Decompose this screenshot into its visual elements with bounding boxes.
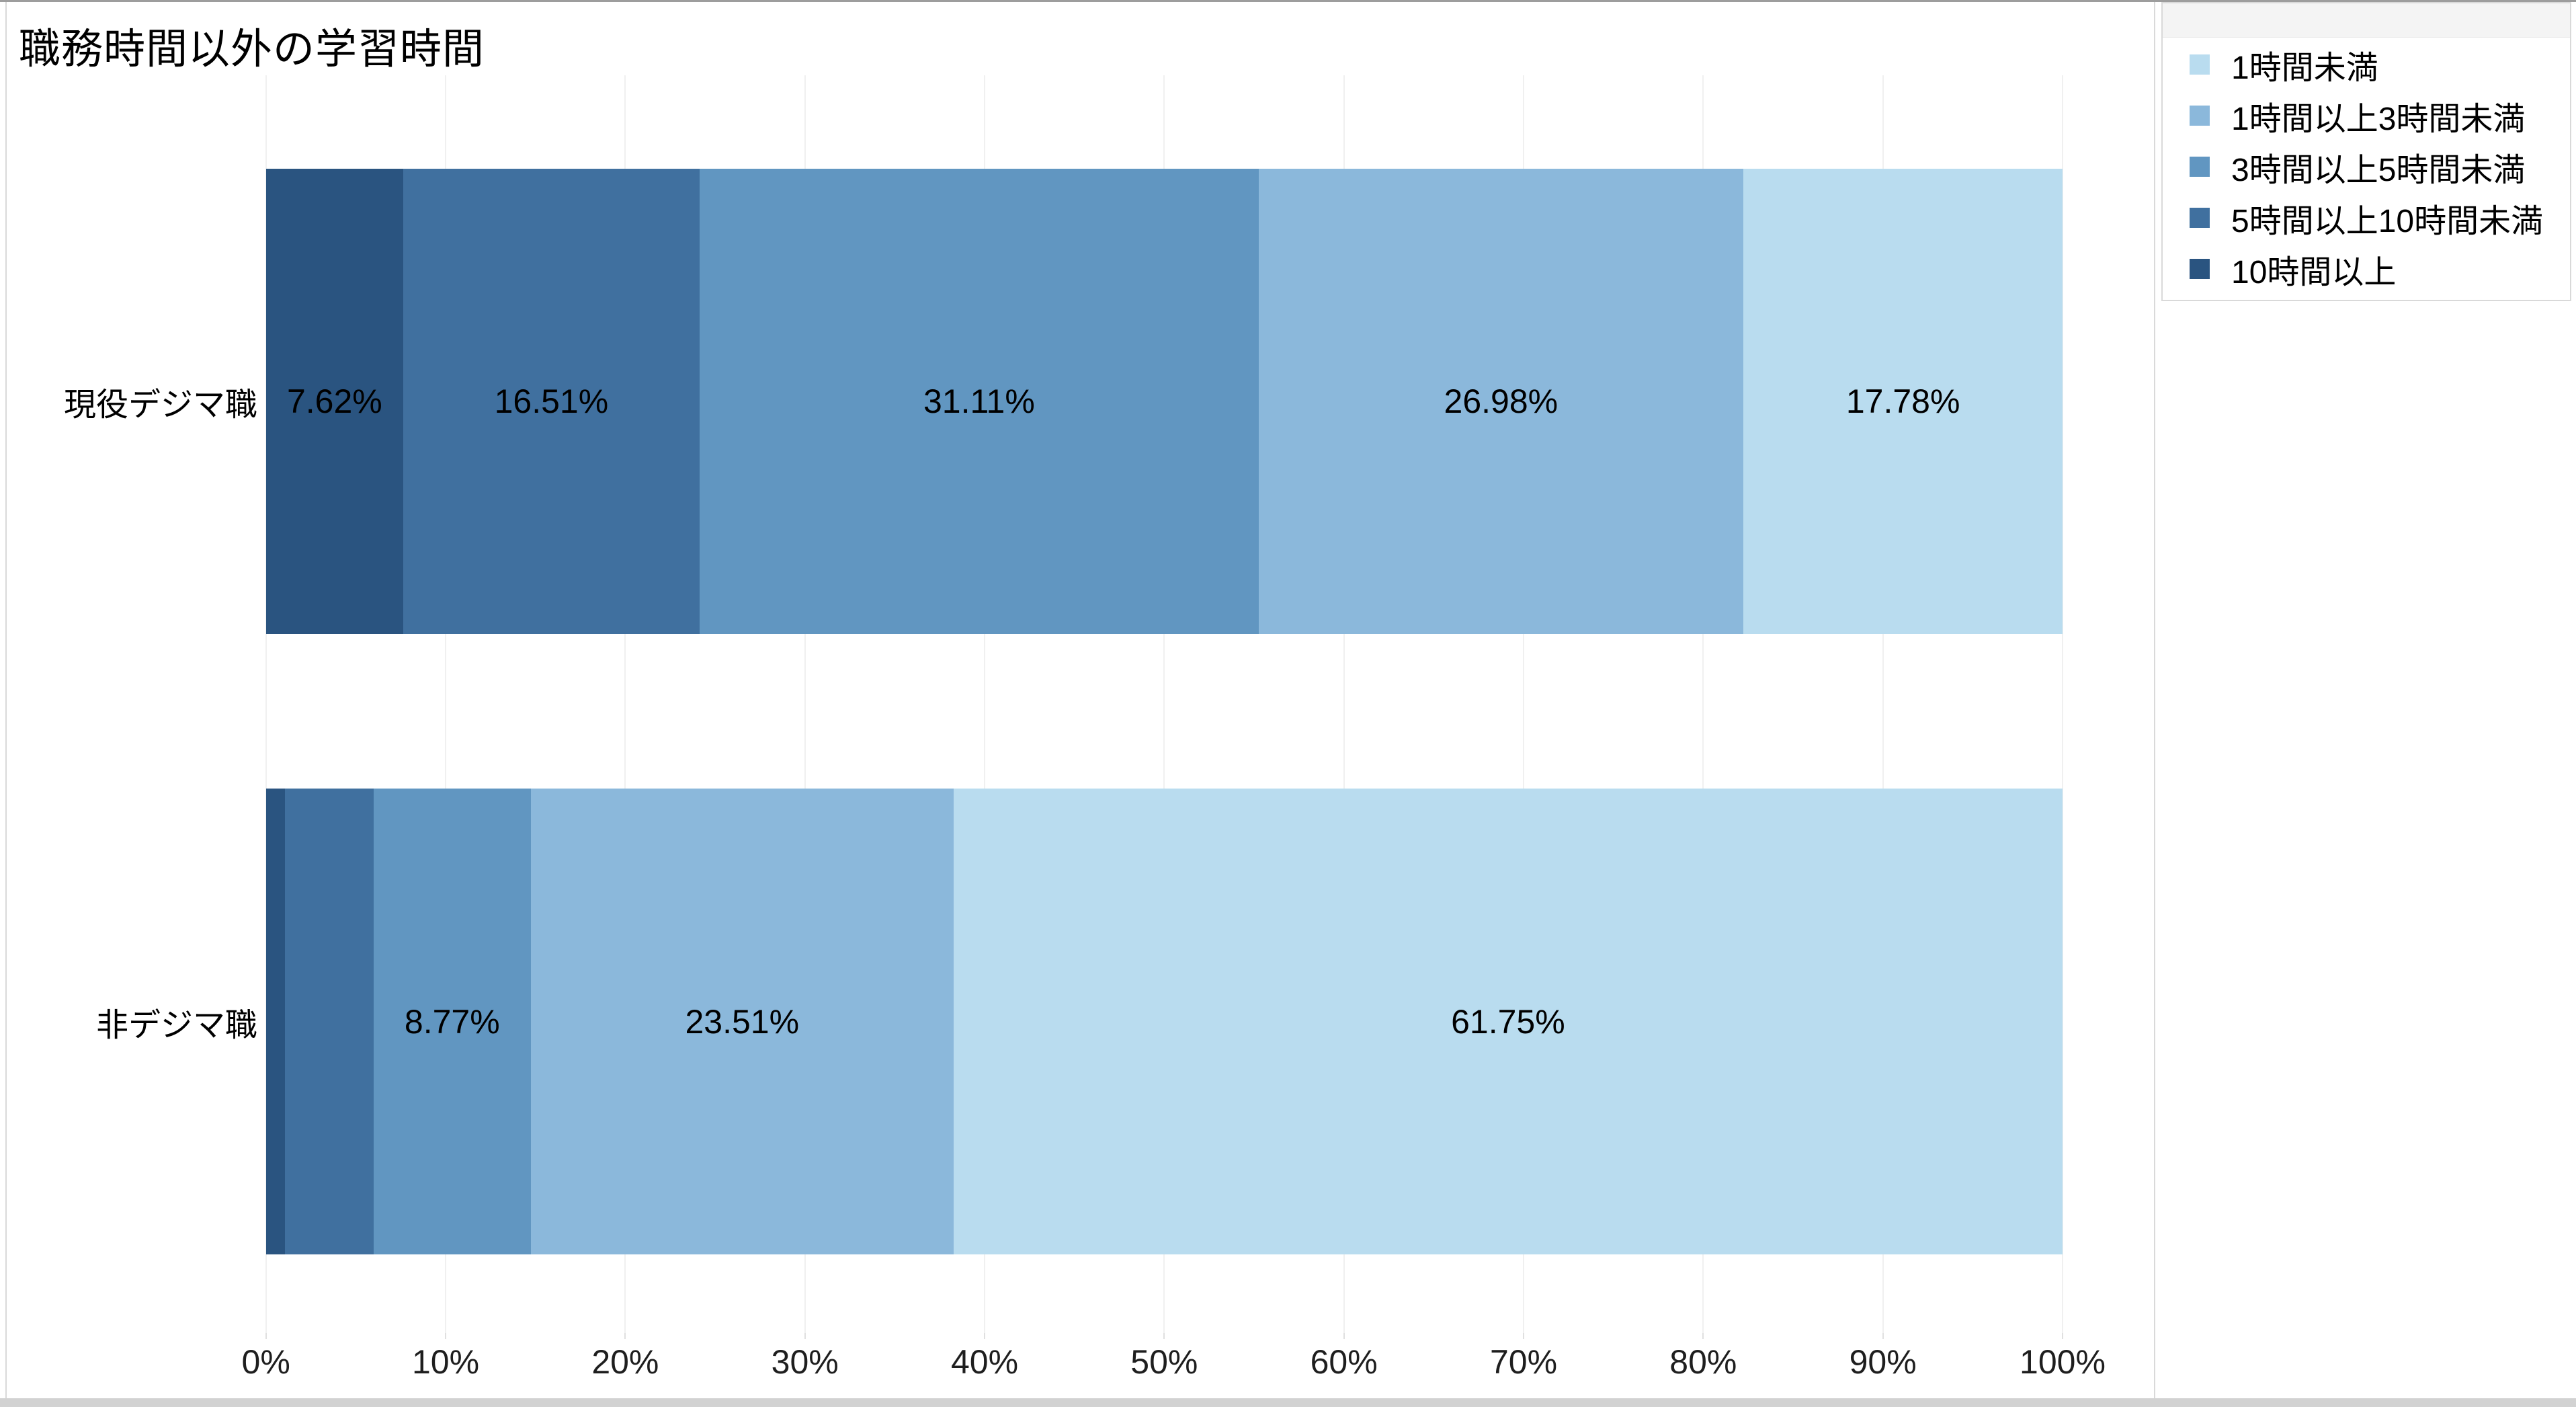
value-label: 16.51% <box>494 383 609 420</box>
legend-swatch-icon <box>2190 54 2210 75</box>
legend-item-1時間以上3時間未満[interactable]: 1時間以上3時間未満 <box>2163 90 2570 141</box>
x-tickmark-20% <box>624 1333 626 1339</box>
bar-row-2: 8.77% 23.51% 61.75% <box>266 789 2063 1254</box>
bar-segment-5時間以上10時間未満[interactable] <box>403 169 700 634</box>
chart-card-right-border <box>2154 2 2155 1398</box>
x-tickmark-30% <box>804 1333 806 1339</box>
value-label: 23.51% <box>685 1002 800 1041</box>
horizontal-scrollbar-track[interactable] <box>0 1398 2576 1407</box>
legend-label: 1時間以上3時間未満 <box>2231 102 2526 137</box>
bar-segment-3時間以上5時間未満[interactable] <box>700 169 1259 634</box>
window-top-border <box>0 0 2576 2</box>
chart-card-left-border <box>5 2 7 1398</box>
bar-segment-10時間以上[interactable] <box>266 789 286 1254</box>
x-tickmark-100% <box>2062 1333 2063 1339</box>
x-tickmark-80% <box>1702 1333 1704 1339</box>
gridline-50% <box>1163 75 1165 1333</box>
legend-swatch-icon <box>2190 106 2210 126</box>
legend-card: 1時間未満 1時間以上3時間未満 3時間以上5時間未満 5時間以上10時間未満 10時間… <box>2161 2 2571 301</box>
bar-segment-3時間以上5時間未満[interactable] <box>373 789 532 1254</box>
x-tick-label-10%: 10% <box>411 1343 480 1381</box>
legend-item-3時間以上5時間未満[interactable]: 3時間以上5時間未満 <box>2163 141 2570 192</box>
legend-items: 1時間未満 1時間以上3時間未満 3時間以上5時間未満 5時間以上10時間未満 10時間… <box>2163 39 2570 294</box>
x-tick-label-80%: 80% <box>1669 1343 1737 1381</box>
gridline-80% <box>1702 75 1704 1333</box>
gridline-60% <box>1343 75 1345 1333</box>
legend-item-1時間未満[interactable]: 1時間未満 <box>2163 39 2570 90</box>
legend-label: 10時間以上 <box>2231 255 2397 290</box>
x-tick-label-90%: 90% <box>1849 1343 1917 1381</box>
gridline-10% <box>445 75 447 1333</box>
legend-item-5時間以上10時間未満[interactable]: 5時間以上10時間未満 <box>2163 192 2570 243</box>
x-tick-label-50%: 50% <box>1130 1343 1198 1381</box>
bar-segment-1時間未満[interactable] <box>953 789 2063 1254</box>
legend-swatch-icon <box>2190 157 2210 177</box>
x-tickmark-10% <box>445 1333 447 1339</box>
gridline-40% <box>984 75 986 1333</box>
gridline-30% <box>804 75 806 1333</box>
bar-segment-1時間以上3時間未満[interactable] <box>1258 169 1743 634</box>
legend-swatch-icon <box>2190 259 2210 279</box>
x-tick-label-100%: 100% <box>2020 1343 2106 1381</box>
x-tickmark-50% <box>1163 1333 1165 1339</box>
gridline-70% <box>1523 75 1524 1333</box>
category-label-現役デジマ職[interactable]: 現役デジマ職 <box>63 387 257 423</box>
x-tick-label-30%: 30% <box>771 1343 839 1381</box>
x-tickmark-60% <box>1343 1333 1345 1339</box>
legend-label: 3時間以上5時間未満 <box>2231 153 2526 188</box>
legend-label: 5時間以上10時間未満 <box>2231 204 2544 239</box>
x-tickmark-40% <box>984 1333 986 1339</box>
value-label: 31.11% <box>923 383 1035 420</box>
gridline-20% <box>624 75 626 1333</box>
value-label: 8.77% <box>404 1002 500 1041</box>
legend-item-10時間以上[interactable]: 10時間以上 <box>2163 243 2570 294</box>
x-tickmark-70% <box>1523 1333 1524 1339</box>
x-tick-label-70%: 70% <box>1489 1343 1558 1381</box>
value-label: 7.62% <box>286 383 382 420</box>
legend-header <box>2163 3 2570 38</box>
bar-row-1: 7.62% 16.51% 31.11% 26.98% 17.78% <box>266 169 2063 634</box>
value-label: 26.98% <box>1444 383 1559 420</box>
x-tick-label-0%: 0% <box>241 1343 290 1381</box>
value-label: 17.78% <box>1845 383 1960 420</box>
gridline-90% <box>1882 75 1884 1333</box>
chart-title: 職務時間以外の学習時間 <box>19 26 485 73</box>
bar-segment-1時間未満[interactable] <box>1743 169 2063 634</box>
legend-swatch-icon <box>2190 208 2210 228</box>
bar-segment-1時間以上3時間未満[interactable] <box>531 789 954 1254</box>
x-tickmark-90% <box>1882 1333 1884 1339</box>
value-label: 61.75% <box>1451 1002 1565 1041</box>
x-tick-label-40%: 40% <box>950 1343 1019 1381</box>
legend-label: 1時間未満 <box>2231 50 2378 86</box>
x-tick-label-60%: 60% <box>1310 1343 1378 1381</box>
gridline-100% <box>2062 75 2063 1333</box>
bar-segment-5時間以上10時間未満[interactable] <box>285 789 374 1254</box>
x-tickmark-0% <box>265 1333 267 1339</box>
gridline-0% <box>265 75 267 1333</box>
bar-segment-10時間以上[interactable] <box>266 169 403 634</box>
category-label-非デジマ職[interactable]: 非デジマ職 <box>95 1007 257 1043</box>
x-tick-label-20%: 20% <box>591 1343 659 1381</box>
